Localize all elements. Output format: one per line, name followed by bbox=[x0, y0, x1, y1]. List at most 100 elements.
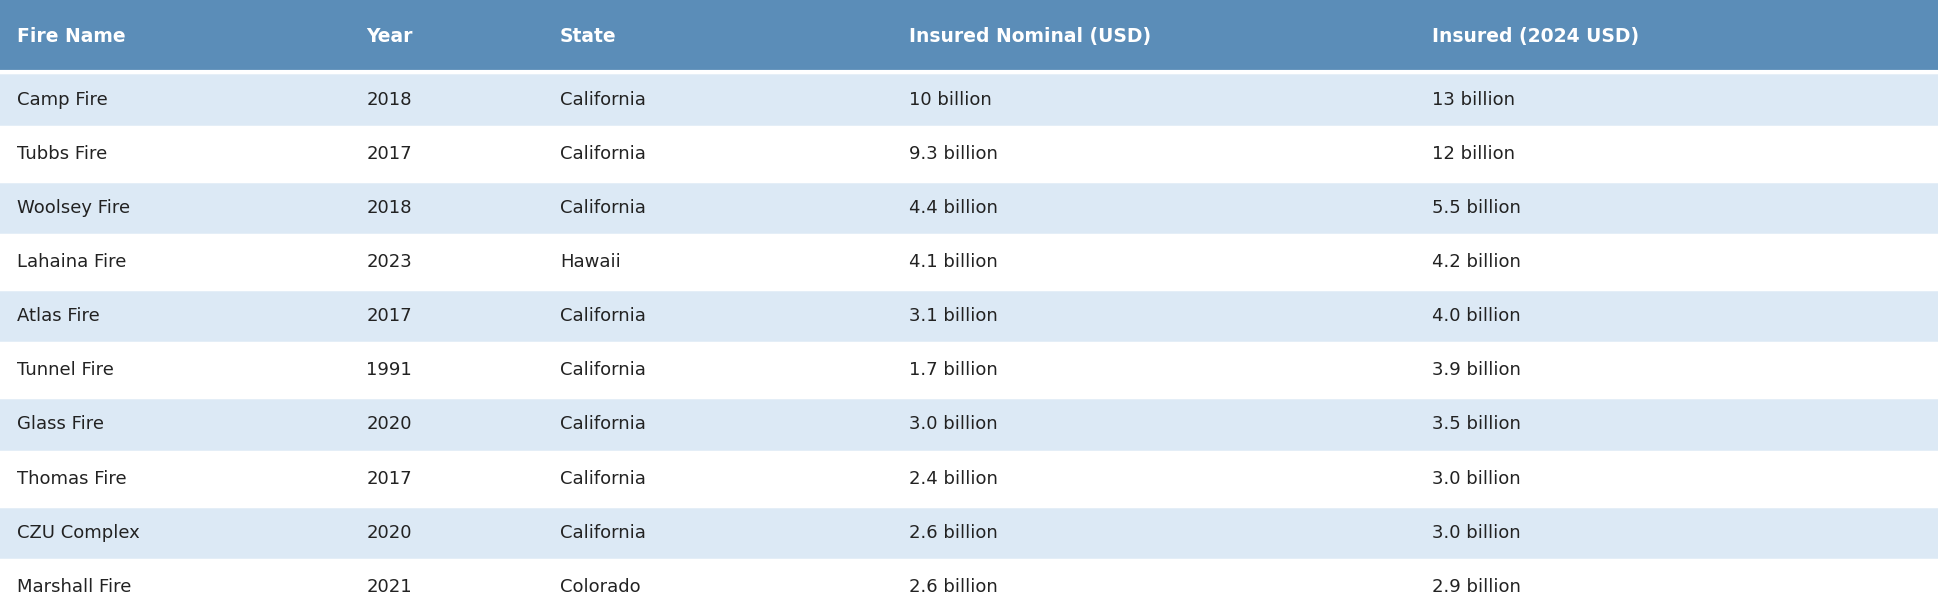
Text: 4.0 billion: 4.0 billion bbox=[1432, 307, 1521, 325]
Bar bbox=[543, 451, 891, 506]
Text: 2020: 2020 bbox=[366, 524, 411, 542]
Text: California: California bbox=[560, 470, 645, 488]
Text: 3.1 billion: 3.1 billion bbox=[909, 307, 998, 325]
Text: 13 billion: 13 billion bbox=[1432, 90, 1516, 109]
Text: 3.0 billion: 3.0 billion bbox=[909, 416, 998, 433]
Text: 3.5 billion: 3.5 billion bbox=[1432, 416, 1521, 433]
Bar bbox=[349, 235, 543, 289]
Text: 4.2 billion: 4.2 billion bbox=[1432, 253, 1521, 271]
Text: 2.6 billion: 2.6 billion bbox=[909, 524, 998, 542]
Bar bbox=[543, 235, 891, 289]
Text: California: California bbox=[560, 416, 645, 433]
Bar bbox=[0, 181, 349, 235]
Text: Tunnel Fire: Tunnel Fire bbox=[17, 361, 114, 379]
Text: 2018: 2018 bbox=[366, 90, 411, 109]
Bar bbox=[1415, 560, 1938, 614]
Bar bbox=[891, 397, 1415, 451]
Text: Woolsey Fire: Woolsey Fire bbox=[17, 199, 130, 217]
Bar bbox=[543, 343, 891, 397]
Text: California: California bbox=[560, 307, 645, 325]
Bar bbox=[1415, 0, 1938, 72]
Bar bbox=[891, 289, 1415, 343]
Bar bbox=[1415, 289, 1938, 343]
Text: 2020: 2020 bbox=[366, 416, 411, 433]
Bar bbox=[543, 506, 891, 560]
Bar bbox=[349, 343, 543, 397]
Bar bbox=[1415, 181, 1938, 235]
Text: Insured Nominal (USD): Insured Nominal (USD) bbox=[909, 27, 1151, 45]
Text: Atlas Fire: Atlas Fire bbox=[17, 307, 101, 325]
Bar bbox=[891, 506, 1415, 560]
Bar bbox=[349, 181, 543, 235]
Bar bbox=[349, 289, 543, 343]
Bar bbox=[1415, 72, 1938, 126]
Bar bbox=[543, 126, 891, 181]
Text: 2017: 2017 bbox=[366, 470, 413, 488]
Text: 9.3 billion: 9.3 billion bbox=[909, 145, 998, 163]
Text: California: California bbox=[560, 145, 645, 163]
Text: California: California bbox=[560, 361, 645, 379]
Text: 4.1 billion: 4.1 billion bbox=[909, 253, 998, 271]
Text: Fire Name: Fire Name bbox=[17, 27, 126, 45]
Text: 10 billion: 10 billion bbox=[909, 90, 992, 109]
Bar bbox=[0, 451, 349, 506]
Text: 2018: 2018 bbox=[366, 199, 411, 217]
Text: 3.0 billion: 3.0 billion bbox=[1432, 524, 1521, 542]
Bar bbox=[891, 181, 1415, 235]
Text: Marshall Fire: Marshall Fire bbox=[17, 578, 132, 596]
Bar bbox=[1415, 451, 1938, 506]
Text: 2.9 billion: 2.9 billion bbox=[1432, 578, 1521, 596]
Text: California: California bbox=[560, 90, 645, 109]
Text: 4.4 billion: 4.4 billion bbox=[909, 199, 998, 217]
Text: 2.6 billion: 2.6 billion bbox=[909, 578, 998, 596]
Bar bbox=[891, 343, 1415, 397]
Bar bbox=[543, 397, 891, 451]
Bar bbox=[1415, 397, 1938, 451]
Bar bbox=[0, 72, 349, 126]
Text: Colorado: Colorado bbox=[560, 578, 641, 596]
Bar bbox=[349, 506, 543, 560]
Bar bbox=[543, 560, 891, 614]
Bar bbox=[349, 126, 543, 181]
Bar bbox=[349, 72, 543, 126]
Bar bbox=[349, 560, 543, 614]
Text: Glass Fire: Glass Fire bbox=[17, 416, 105, 433]
Text: 12 billion: 12 billion bbox=[1432, 145, 1516, 163]
Bar bbox=[891, 235, 1415, 289]
Text: Tubbs Fire: Tubbs Fire bbox=[17, 145, 109, 163]
Text: 2021: 2021 bbox=[366, 578, 413, 596]
Bar bbox=[0, 235, 349, 289]
Text: 2023: 2023 bbox=[366, 253, 413, 271]
Text: Year: Year bbox=[366, 27, 413, 45]
Text: 2017: 2017 bbox=[366, 307, 413, 325]
Bar bbox=[543, 181, 891, 235]
Text: 1991: 1991 bbox=[366, 361, 413, 379]
Bar bbox=[0, 126, 349, 181]
Bar bbox=[349, 0, 543, 72]
Text: Lahaina Fire: Lahaina Fire bbox=[17, 253, 126, 271]
Bar bbox=[891, 451, 1415, 506]
Text: Camp Fire: Camp Fire bbox=[17, 90, 109, 109]
Text: State: State bbox=[560, 27, 616, 45]
Text: Insured (2024 USD): Insured (2024 USD) bbox=[1432, 27, 1640, 45]
Bar bbox=[1415, 235, 1938, 289]
Bar bbox=[0, 343, 349, 397]
Text: 3.9 billion: 3.9 billion bbox=[1432, 361, 1521, 379]
Bar bbox=[891, 0, 1415, 72]
Text: California: California bbox=[560, 199, 645, 217]
Text: Hawaii: Hawaii bbox=[560, 253, 620, 271]
Bar bbox=[543, 72, 891, 126]
Text: California: California bbox=[560, 524, 645, 542]
Text: 2.4 billion: 2.4 billion bbox=[909, 470, 998, 488]
Bar bbox=[0, 397, 349, 451]
Text: Thomas Fire: Thomas Fire bbox=[17, 470, 128, 488]
Bar bbox=[1415, 506, 1938, 560]
Bar bbox=[0, 289, 349, 343]
Text: 3.0 billion: 3.0 billion bbox=[1432, 470, 1521, 488]
Bar bbox=[891, 72, 1415, 126]
Bar bbox=[891, 126, 1415, 181]
Text: CZU Complex: CZU Complex bbox=[17, 524, 140, 542]
Bar bbox=[0, 560, 349, 614]
Bar bbox=[0, 506, 349, 560]
Bar bbox=[891, 560, 1415, 614]
